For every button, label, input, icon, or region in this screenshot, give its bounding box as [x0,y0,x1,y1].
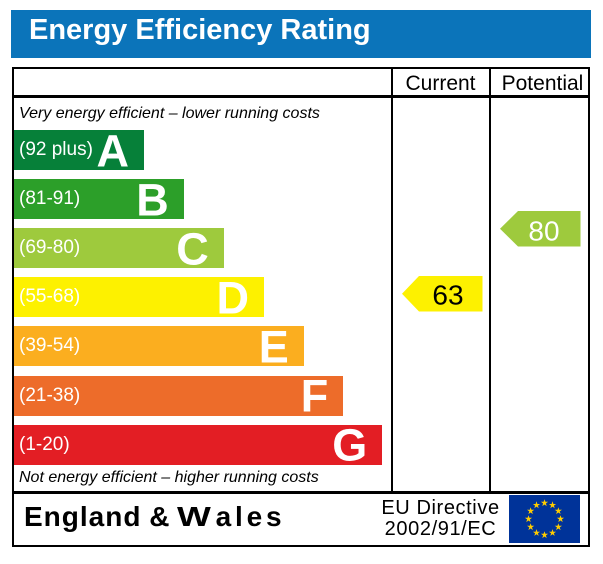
svg-text:63: 63 [432,280,463,311]
svg-text:80: 80 [528,215,559,246]
